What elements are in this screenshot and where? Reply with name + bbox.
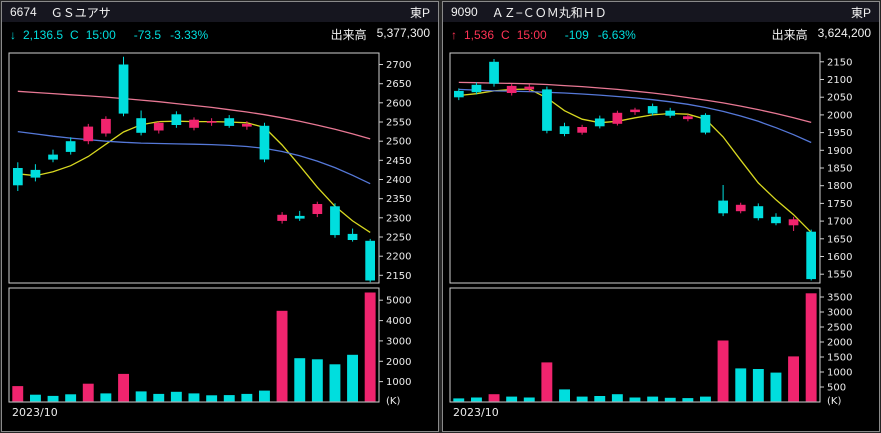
tick-arrow-icon: ↑ bbox=[451, 27, 457, 42]
stock-code: 6674 bbox=[10, 5, 37, 19]
svg-text:5000: 5000 bbox=[386, 296, 411, 307]
svg-text:2150: 2150 bbox=[386, 271, 411, 282]
panel-header: 6674 ＧＳユアサ 東P bbox=[2, 2, 438, 22]
svg-text:2350: 2350 bbox=[386, 194, 411, 205]
volume-group: 出来高 3,624,200 bbox=[772, 26, 871, 43]
volume-label: 出来高 bbox=[771, 28, 808, 42]
svg-text:1000: 1000 bbox=[827, 368, 852, 379]
svg-text:1700: 1700 bbox=[827, 217, 852, 228]
close-flag: C bbox=[70, 27, 79, 42]
quote-row: ↓ 2,136.5 C 15:00 -73.5 -3.33% 出来高 5,377… bbox=[2, 22, 438, 47]
last-price: 1,536 bbox=[464, 27, 495, 42]
volume-axis-labels: 3500 3000 2500 2000 1500 1000 500 (K) bbox=[820, 293, 852, 407]
svg-text:3500: 3500 bbox=[827, 293, 852, 304]
svg-text:2250: 2250 bbox=[386, 233, 411, 244]
x-axis-date-label: 2023/10 bbox=[453, 406, 499, 419]
change-group: -73.5 -3.33% bbox=[134, 28, 208, 42]
change-value: -109 bbox=[564, 27, 589, 42]
stock-name: ＡＺ−ＣＯＭ丸和ＨＤ bbox=[491, 5, 607, 20]
change-group: -109 -6.63% bbox=[565, 28, 636, 42]
stock-panel-right: 9090 ＡＺ−ＣＯＭ丸和ＨＤ 東P ↑ 1,536 C 15:00 -109 … bbox=[442, 1, 880, 432]
ma-line-long bbox=[458, 88, 812, 144]
svg-text:2400: 2400 bbox=[386, 175, 411, 186]
stock-panel-left: 6674 ＧＳユアサ 東P ↓ 2,136.5 C 15:00 -73.5 -3… bbox=[1, 1, 439, 432]
change-percent: -6.63% bbox=[597, 27, 636, 42]
price-axis-labels: 2150 2100 2050 2000 1950 1900 1850 1800 1750 1700… bbox=[820, 57, 852, 281]
stock-code: 9090 bbox=[451, 5, 478, 19]
svg-text:2150: 2150 bbox=[827, 57, 852, 68]
quote-time: 15:00 bbox=[516, 27, 547, 42]
svg-text:1950: 1950 bbox=[827, 128, 852, 139]
svg-text:2000: 2000 bbox=[827, 110, 852, 121]
svg-text:2500: 2500 bbox=[827, 323, 852, 334]
svg-text:2700: 2700 bbox=[386, 60, 411, 71]
svg-text:4000: 4000 bbox=[386, 316, 411, 327]
svg-text:1750: 1750 bbox=[827, 199, 852, 210]
svg-text:2650: 2650 bbox=[386, 79, 411, 90]
volume-axis-labels: 5000 4000 3000 2000 1000 (K) bbox=[379, 296, 411, 407]
market-label: 東P bbox=[409, 5, 430, 20]
volume-value: 5,377,300 bbox=[376, 26, 430, 40]
candles bbox=[13, 56, 375, 283]
ma-line-long bbox=[17, 130, 371, 185]
svg-text:2300: 2300 bbox=[386, 213, 411, 224]
ma-line-mid bbox=[458, 81, 812, 124]
svg-text:1800: 1800 bbox=[827, 181, 852, 192]
volume-group: 出来高 5,377,300 bbox=[331, 26, 430, 43]
tick-arrow-icon: ↓ bbox=[10, 27, 16, 42]
svg-text:2550: 2550 bbox=[386, 118, 411, 129]
stock-name: ＧＳユアサ bbox=[50, 5, 111, 20]
volume-label: 出来高 bbox=[330, 28, 367, 42]
svg-text:2450: 2450 bbox=[386, 156, 411, 167]
quote-price-group: ↓ 2,136.5 C 15:00 bbox=[10, 28, 116, 42]
change-value: -73.5 bbox=[133, 27, 162, 42]
svg-text:2050: 2050 bbox=[827, 93, 852, 104]
x-axis-date-label: 2023/10 bbox=[12, 406, 58, 419]
pane-frames bbox=[449, 52, 821, 403]
svg-text:1550: 1550 bbox=[827, 270, 852, 281]
svg-text:2600: 2600 bbox=[386, 98, 411, 109]
svg-text:2000: 2000 bbox=[386, 357, 411, 368]
volume-bars bbox=[453, 293, 817, 402]
svg-text:1900: 1900 bbox=[827, 146, 852, 157]
ma-line-mid bbox=[17, 90, 371, 140]
svg-text:3000: 3000 bbox=[386, 336, 411, 347]
pane-frames bbox=[8, 52, 380, 403]
volume-unit-label: (K) bbox=[827, 396, 841, 407]
close-flag: C bbox=[501, 27, 510, 42]
candles bbox=[454, 59, 816, 281]
svg-text:1000: 1000 bbox=[386, 377, 411, 388]
svg-text:2000: 2000 bbox=[827, 338, 852, 349]
svg-text:3000: 3000 bbox=[827, 308, 852, 319]
volume-value: 3,624,200 bbox=[817, 26, 871, 40]
quote-row: ↑ 1,536 C 15:00 -109 -6.63% 出来高 3,624,20… bbox=[443, 22, 879, 47]
candlestick-chart[interactable]: 2700 2650 2600 2550 2500 2450 2400 2350 2300 2250… bbox=[2, 47, 438, 431]
market-label: 東P bbox=[850, 5, 871, 20]
svg-text:1850: 1850 bbox=[827, 164, 852, 175]
volume-unit-label: (K) bbox=[386, 396, 400, 407]
chart-svg: 2150 2100 2050 2000 1950 1900 1850 1800 1750 1700… bbox=[449, 52, 852, 419]
svg-text:1600: 1600 bbox=[827, 252, 852, 263]
price-axis-labels: 2700 2650 2600 2550 2500 2450 2400 2350 2300 2250… bbox=[379, 60, 411, 282]
svg-text:2500: 2500 bbox=[386, 137, 411, 148]
volume-bars bbox=[12, 292, 376, 402]
svg-text:2200: 2200 bbox=[386, 252, 411, 263]
ma-line-short bbox=[458, 88, 812, 233]
panel-header: 9090 ＡＺ−ＣＯＭ丸和ＨＤ 東P bbox=[443, 2, 879, 22]
ma-lines bbox=[458, 81, 812, 233]
quote-price-group: ↑ 1,536 C 15:00 bbox=[451, 28, 547, 42]
last-price: 2,136.5 bbox=[23, 27, 64, 42]
svg-text:500: 500 bbox=[827, 383, 846, 394]
candlestick-chart[interactable]: 2150 2100 2050 2000 1950 1900 1850 1800 1750 1700… bbox=[443, 47, 879, 431]
change-percent: -3.33% bbox=[170, 27, 209, 42]
svg-text:1650: 1650 bbox=[827, 234, 852, 245]
svg-text:1500: 1500 bbox=[827, 353, 852, 364]
quote-time: 15:00 bbox=[85, 27, 116, 42]
svg-text:2100: 2100 bbox=[827, 75, 852, 86]
chart-svg: 2700 2650 2600 2550 2500 2450 2400 2350 2300 2250… bbox=[8, 52, 411, 419]
